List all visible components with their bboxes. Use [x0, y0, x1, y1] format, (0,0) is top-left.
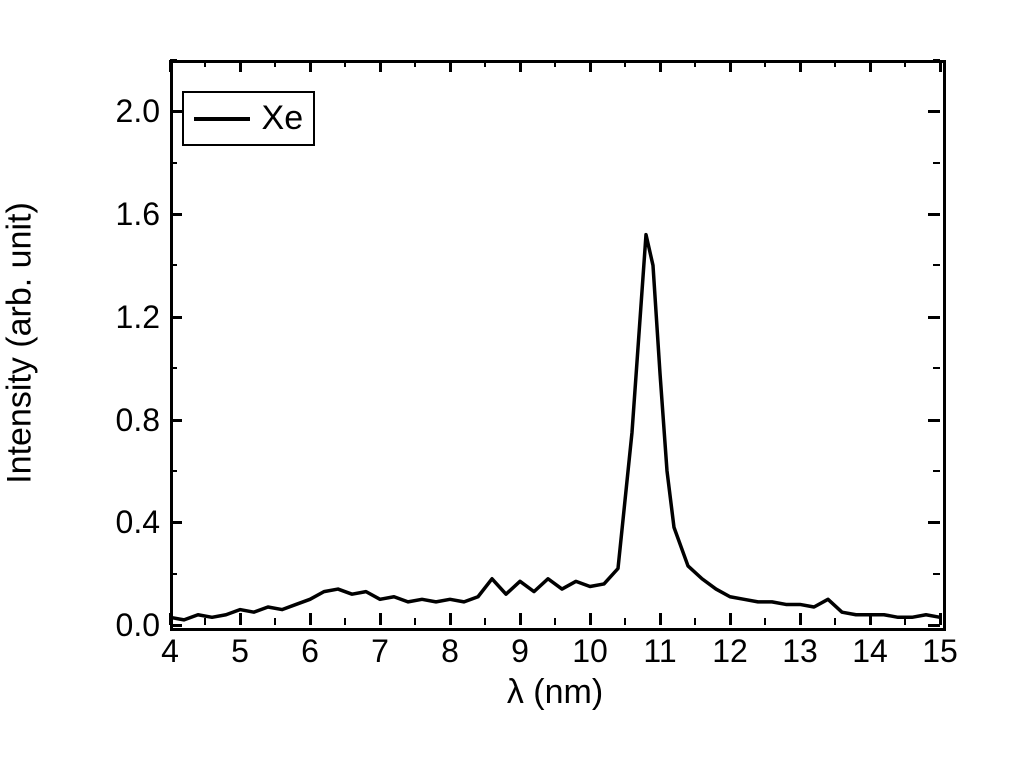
x-tick-label: 6: [285, 633, 335, 670]
x-minor-tick: [764, 618, 766, 625]
x-minor-tick: [834, 618, 836, 625]
y-minor-tick: [933, 162, 940, 164]
x-tick-label: 13: [775, 633, 825, 670]
y-minor-tick: [933, 264, 940, 266]
x-minor-tick: [204, 618, 206, 625]
y-tick: [170, 110, 182, 113]
y-tick-label: 1.6: [100, 196, 160, 233]
x-minor-tick: [764, 60, 766, 67]
y-minor-tick: [170, 162, 177, 164]
x-minor-tick: [414, 60, 416, 67]
x-minor-tick: [554, 618, 556, 625]
x-minor-tick: [344, 618, 346, 625]
y-tick: [928, 110, 940, 113]
x-tick: [169, 613, 172, 625]
y-tick: [170, 521, 182, 524]
x-minor-tick: [274, 618, 276, 625]
y-minor-tick: [170, 264, 177, 266]
x-tick-label: 12: [705, 633, 755, 670]
x-tick: [519, 613, 522, 625]
x-tick: [659, 613, 662, 625]
x-tick: [939, 613, 942, 625]
y-minor-tick: [933, 367, 940, 369]
x-minor-tick: [554, 60, 556, 67]
y-tick: [170, 316, 182, 319]
x-tick-label: 8: [425, 633, 475, 670]
x-tick: [379, 613, 382, 625]
y-minor-tick: [170, 470, 177, 472]
y-minor-tick: [170, 573, 177, 575]
y-tick-label: 1.2: [100, 299, 160, 336]
x-tick-label: 7: [355, 633, 405, 670]
x-minor-tick: [694, 618, 696, 625]
y-tick: [170, 213, 182, 216]
x-tick: [939, 60, 942, 72]
x-tick: [729, 613, 732, 625]
x-minor-tick: [694, 60, 696, 67]
x-minor-tick: [904, 618, 906, 625]
x-tick: [589, 60, 592, 72]
x-tick: [169, 60, 172, 72]
x-tick: [239, 613, 242, 625]
x-minor-tick: [834, 60, 836, 67]
y-tick-label: 0.8: [100, 402, 160, 439]
y-tick-label: 0.4: [100, 504, 160, 541]
x-tick: [309, 613, 312, 625]
y-minor-tick: [933, 470, 940, 472]
x-tick: [729, 60, 732, 72]
y-tick: [928, 419, 940, 422]
y-tick: [928, 521, 940, 524]
x-tick: [519, 60, 522, 72]
series-line: [170, 235, 940, 620]
x-minor-tick: [624, 618, 626, 625]
x-tick-label: 14: [845, 633, 895, 670]
x-minor-tick: [344, 60, 346, 67]
x-tick-label: 15: [915, 633, 965, 670]
y-minor-tick: [170, 367, 177, 369]
chart-container: Xe Intensity (arb. unit) λ (nm) 0.00.40.…: [0, 0, 1024, 767]
x-tick: [589, 613, 592, 625]
x-minor-tick: [484, 60, 486, 67]
x-tick: [869, 613, 872, 625]
y-tick: [928, 316, 940, 319]
x-tick: [239, 60, 242, 72]
y-minor-tick: [933, 573, 940, 575]
x-minor-tick: [904, 60, 906, 67]
x-tick: [379, 60, 382, 72]
x-tick: [799, 613, 802, 625]
y-tick: [928, 213, 940, 216]
x-tick: [869, 60, 872, 72]
x-tick-label: 10: [565, 633, 615, 670]
x-tick: [449, 613, 452, 625]
x-minor-tick: [274, 60, 276, 67]
x-tick: [309, 60, 312, 72]
y-tick-label: 2.0: [100, 93, 160, 130]
x-tick: [659, 60, 662, 72]
x-tick-label: 5: [215, 633, 265, 670]
x-minor-tick: [624, 60, 626, 67]
x-minor-tick: [484, 618, 486, 625]
x-tick-label: 4: [145, 633, 195, 670]
x-tick: [799, 60, 802, 72]
x-tick-label: 11: [635, 633, 685, 670]
x-minor-tick: [414, 618, 416, 625]
x-tick: [449, 60, 452, 72]
x-tick-label: 9: [495, 633, 545, 670]
x-minor-tick: [204, 60, 206, 67]
y-tick: [170, 419, 182, 422]
